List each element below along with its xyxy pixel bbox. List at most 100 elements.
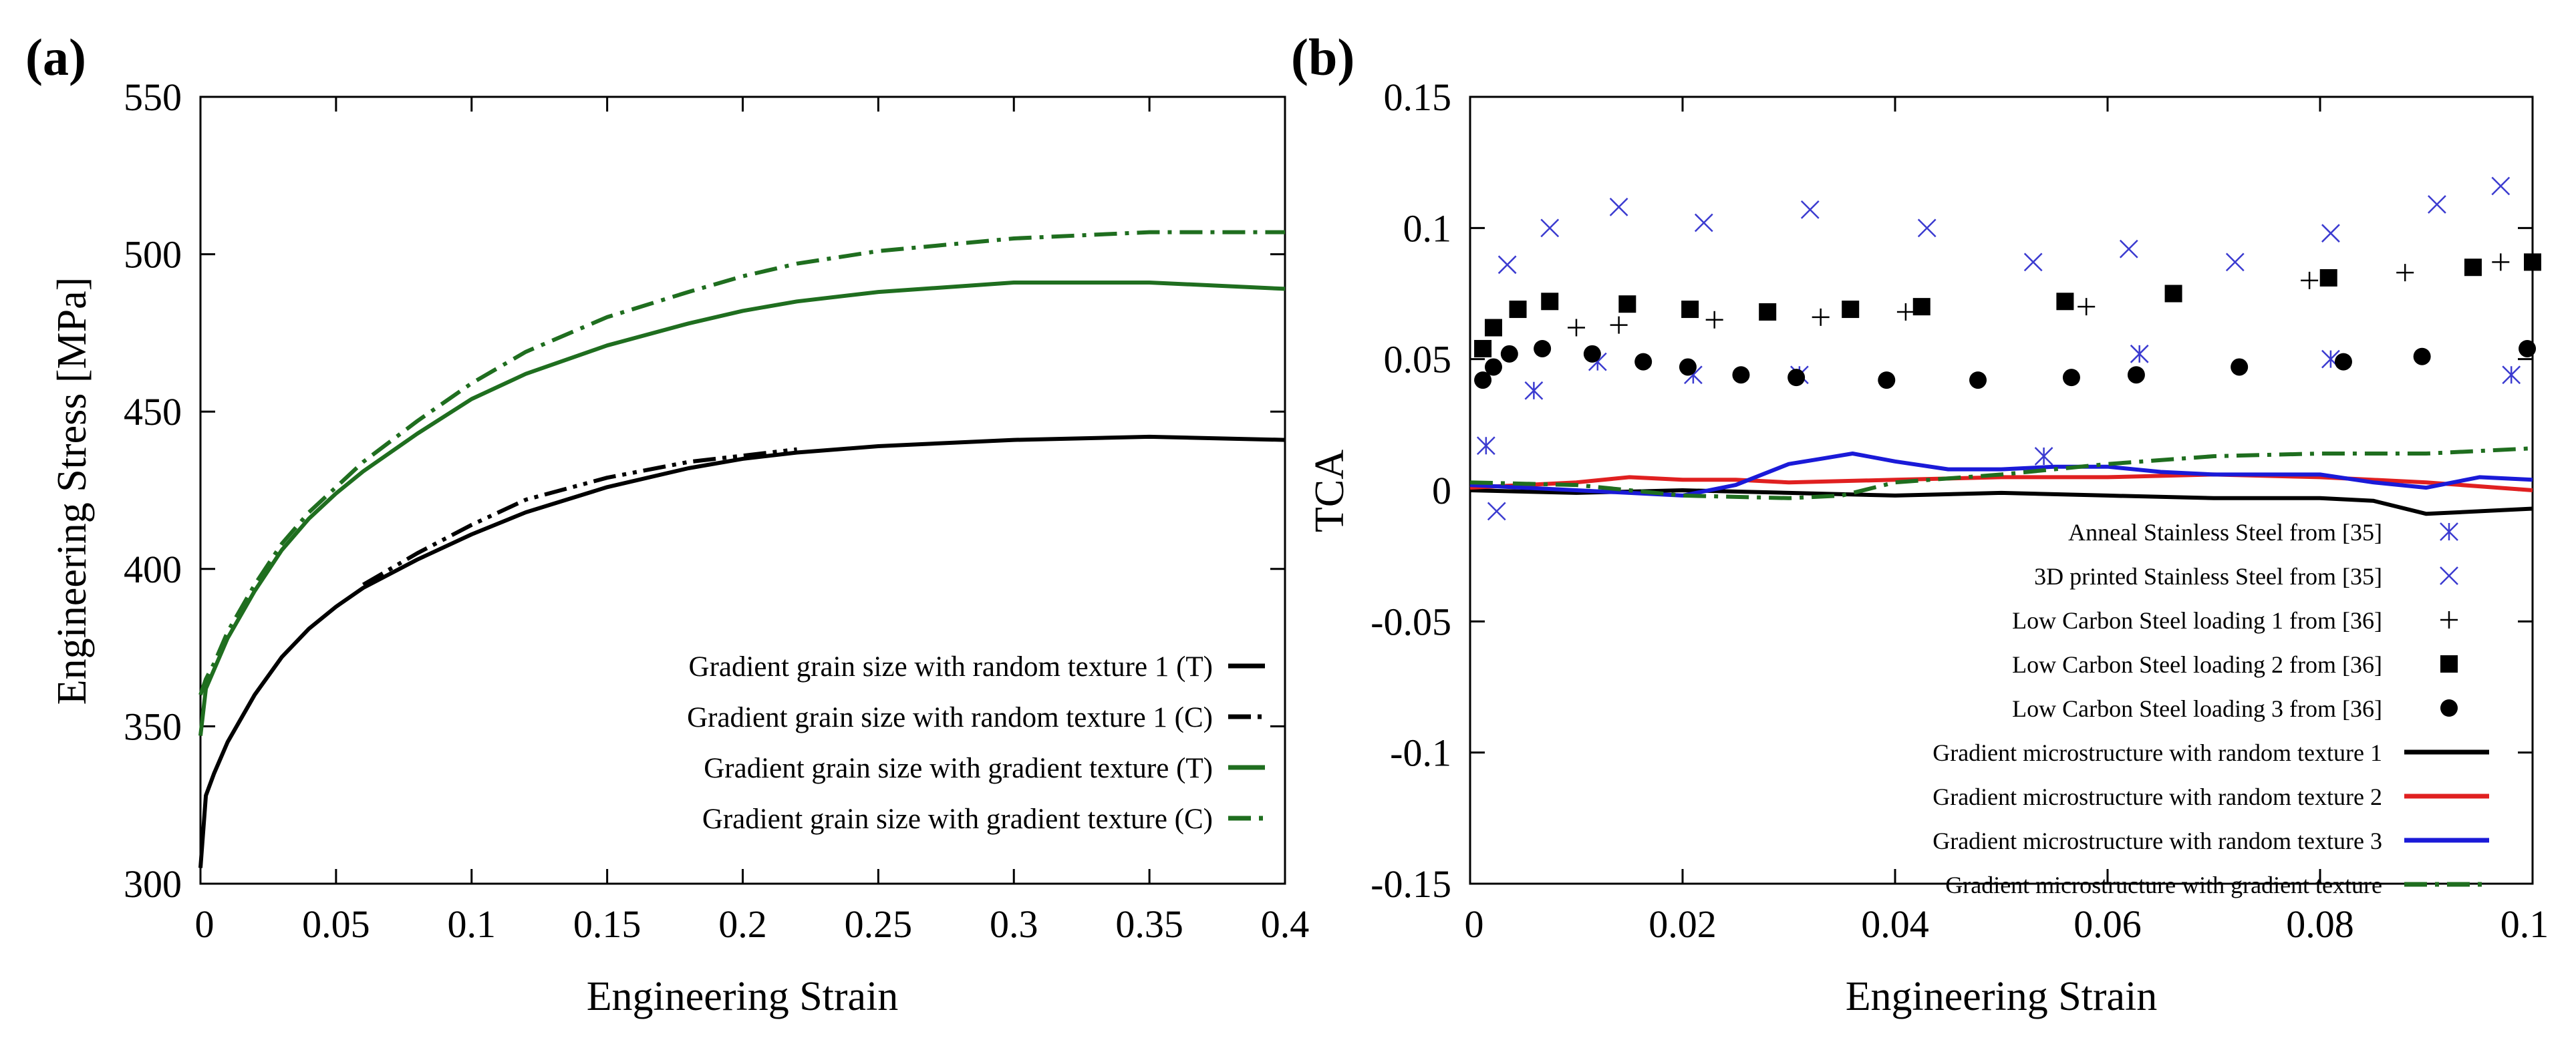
- data-point: [1474, 371, 1492, 389]
- y-tick-label: 400: [124, 548, 182, 591]
- x-tick-label: 0.1: [448, 902, 496, 946]
- data-point: [1812, 308, 1830, 326]
- series-line-gradient-microstructure-with-random-texture-2: [1469, 472, 2533, 492]
- data-point: [1787, 369, 1806, 387]
- data-point: [2301, 271, 2319, 289]
- series-low-carbon-steel-loading-2-from-36: [1474, 253, 2541, 357]
- x-tick-label: 0.1: [2500, 902, 2549, 946]
- legend-label: Gradient microstructure with random text…: [1933, 784, 2382, 810]
- panel-b: (b) 0 0.02 0.04 0.06 0.08 0.1 -0.15 -0.1 -0.05 0…: [1291, 28, 2549, 1019]
- y-tick-label: 0.05: [1384, 338, 1452, 381]
- data-point: [1694, 213, 1713, 232]
- legend-label: Low Carbon Steel loading 2 from [36]: [2012, 651, 2382, 678]
- legend-label: Gradient microstructure with random text…: [1933, 739, 2382, 766]
- data-point: [2225, 252, 2245, 272]
- data-point: [1484, 319, 1502, 337]
- x-tick-label: 0: [195, 902, 214, 946]
- y-tick-label: 0: [1432, 469, 1451, 512]
- x-tick-label: 0.15: [573, 902, 641, 946]
- panel-label-a: (a): [25, 28, 86, 86]
- legend-label: Gradient grain size with gradient textur…: [704, 753, 1213, 784]
- y-tick-label: 300: [124, 862, 182, 906]
- data-point: [2413, 347, 2431, 365]
- legend-a: Gradient grain size with random texture …: [687, 651, 1265, 835]
- data-point: [2231, 358, 2249, 376]
- series-line-gradient-grain-size-with-gradient-texture-c: [198, 230, 1285, 696]
- legend-label: 3D printed Stainless Steel from [35]: [2034, 563, 2382, 590]
- data-point: [1842, 301, 1860, 319]
- y-tick-label: 550: [124, 75, 182, 119]
- data-point: [2130, 344, 2149, 363]
- data-point: [2078, 298, 2096, 316]
- legend-marker: [2440, 655, 2458, 673]
- legend-label: Gradient grain size with random texture …: [689, 651, 1213, 683]
- legend-marker: [2440, 699, 2458, 717]
- data-point: [1705, 311, 1723, 329]
- data-point: [2491, 176, 2511, 196]
- legend-label: Gradient microstructure with gradient te…: [1945, 872, 2382, 898]
- data-point: [2119, 239, 2138, 258]
- data-point: [2502, 365, 2521, 385]
- legend-marker: [2440, 611, 2458, 629]
- data-point: [1583, 345, 1601, 363]
- series-3d-printed-stainless-steel-from-35: [1487, 176, 2511, 521]
- series-line-gradient-grain-size-with-gradient-texture-t: [198, 281, 1286, 736]
- panel-a: (a) 0 0.05 0.1 0.15 0.2 0.25 0.3 0.35 0.4 300 350…: [25, 28, 1309, 1019]
- data-point: [1497, 255, 1517, 275]
- data-point: [2062, 369, 2080, 387]
- data-point: [1500, 345, 1518, 363]
- legend-marker: [2440, 566, 2458, 585]
- y-axis-label-b: TCA: [1307, 450, 1352, 532]
- data-point: [2034, 447, 2053, 466]
- y-tick-label: 500: [124, 233, 182, 277]
- data-point: [1800, 200, 1820, 219]
- x-tick-label: 0.25: [845, 902, 913, 946]
- y-ticks-b: -0.15 -0.1 -0.05 0 0.05 0.1 0.15: [1371, 75, 2533, 906]
- data-point: [2321, 224, 2340, 243]
- y-tick-label: 350: [124, 705, 182, 748]
- series-low-carbon-steel-loading-1-from-36: [1568, 253, 2510, 337]
- legend-label: Low Carbon Steel loading 3 from [36]: [2012, 695, 2382, 722]
- y-tick-label: -0.15: [1371, 862, 1451, 906]
- legend-label: Gradient grain size with random texture …: [687, 702, 1213, 733]
- legend-label: Anneal Stainless Steel from [35]: [2068, 519, 2382, 546]
- data-point: [1917, 218, 1937, 238]
- data-point: [1540, 218, 1560, 238]
- x-ticks-b: 0 0.02 0.04 0.06 0.08 0.1: [1465, 97, 2549, 946]
- x-tick-label: 0: [1465, 902, 1484, 946]
- data-point: [2519, 339, 2537, 357]
- data-point: [1732, 366, 1750, 384]
- x-tick-label: 0.02: [1649, 902, 1717, 946]
- y-ticks-a: 300 350 400 450 500 550: [124, 75, 1285, 906]
- series-line-gradient-grain-size-with-random-texture-1-t: [198, 434, 1286, 868]
- data-point: [1878, 371, 1896, 389]
- data-point: [1568, 319, 1585, 337]
- data-point: [1912, 298, 1930, 316]
- x-tick-label: 0.2: [718, 902, 767, 946]
- data-point: [2524, 253, 2541, 271]
- y-tick-label: 0.1: [1403, 206, 1452, 250]
- x-tick-label: 0.3: [990, 902, 1038, 946]
- series-group-b: [1469, 176, 2541, 521]
- data-point: [1534, 339, 1552, 357]
- data-point: [1541, 293, 1559, 311]
- data-point: [2164, 285, 2182, 303]
- x-ticks-a: 0 0.05 0.1 0.15 0.2 0.25 0.3 0.35 0.4: [195, 97, 1310, 946]
- series-low-carbon-steel-loading-3-from-36: [1474, 339, 2537, 389]
- data-point: [1524, 381, 1544, 400]
- y-tick-label: 450: [124, 390, 182, 433]
- data-point: [1969, 371, 1987, 389]
- data-point: [2056, 293, 2074, 311]
- data-point: [1896, 303, 1914, 321]
- x-tick-label: 0.08: [2286, 902, 2354, 946]
- data-point: [1610, 316, 1628, 334]
- series-anneal-stainless-steel-from-35: [1476, 344, 2521, 466]
- series-line-gradient-microstructure-with-random-texture-1: [1469, 488, 2533, 516]
- data-point: [1487, 502, 1506, 521]
- x-tick-label: 0.4: [1261, 902, 1310, 946]
- data-point: [1474, 339, 1492, 357]
- legend-label: Low Carbon Steel loading 1 from [36]: [2012, 607, 2382, 634]
- data-point: [2396, 264, 2414, 282]
- data-point: [1634, 353, 1653, 371]
- data-point: [2464, 258, 2482, 277]
